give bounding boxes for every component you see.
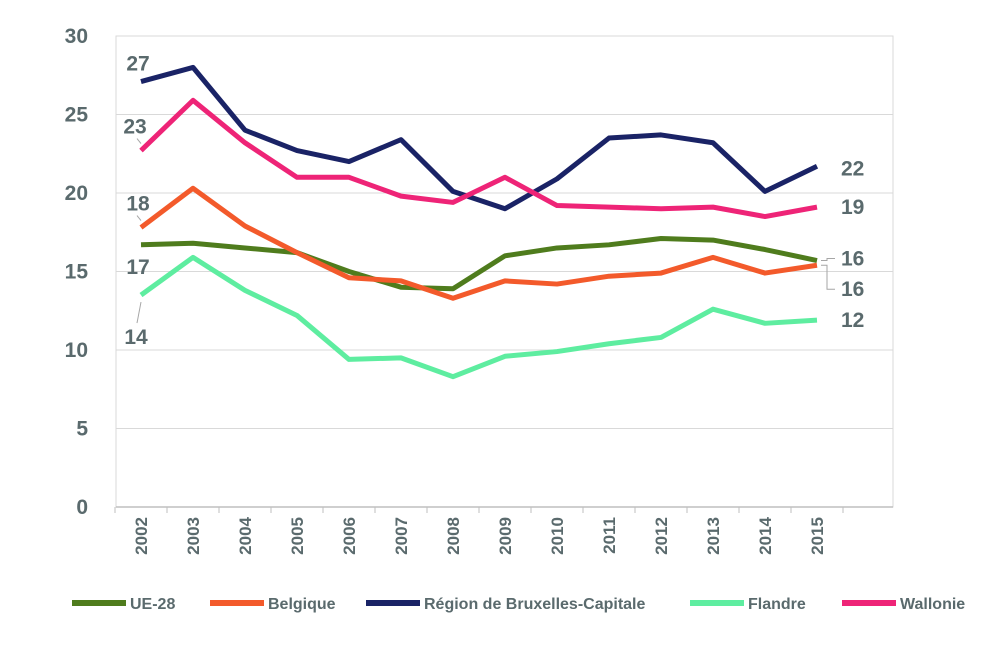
legend-label: Wallonie — [900, 596, 965, 613]
series-line — [140, 64, 819, 212]
x-tick-label: 2014 — [756, 516, 775, 554]
series-start-label: 17 — [126, 256, 149, 279]
series-start-label: 18 — [126, 193, 150, 216]
y-tick-label: 20 — [65, 182, 88, 205]
series-line — [140, 236, 818, 292]
x-tick-label: 2005 — [288, 517, 307, 555]
label-leader — [821, 258, 835, 262]
label-leader — [821, 264, 835, 290]
series-end-label: 22 — [841, 157, 864, 180]
legend-label: UE-28 — [130, 596, 175, 613]
label-leader — [136, 215, 142, 221]
legend-label: Flandre — [748, 596, 806, 613]
y-tick-label: 15 — [65, 261, 89, 284]
y-tick-label: 5 — [76, 418, 88, 441]
data-labels: 17 16 18 16 27 22 14 12 23 19 — [123, 53, 864, 350]
x-tick-label: 2011 — [600, 517, 619, 554]
y-tick-label: 0 — [76, 496, 88, 519]
x-tick-label: 2013 — [704, 517, 723, 555]
x-tick-label: 2012 — [652, 517, 671, 555]
series-line — [139, 97, 818, 220]
series-lines — [139, 64, 819, 380]
series-start-label: 27 — [126, 53, 149, 76]
x-tick-label: 2004 — [236, 516, 255, 554]
legend: UE-28 Belgique Région de Bruxelles-Capital… — [72, 596, 965, 613]
x-tick-label: 2006 — [340, 517, 359, 555]
axes: 0 5 10 15 20 25 30 2002 2003 2004 2005 2006 2007 2008… — [65, 25, 893, 555]
series-start-label: 23 — [123, 116, 146, 139]
label-leader — [136, 138, 142, 144]
legend-label: Belgique — [268, 596, 336, 613]
y-tick-label: 10 — [65, 339, 88, 362]
series-line — [139, 185, 818, 301]
y-tick-label: 30 — [65, 25, 88, 48]
x-tick-label: 2015 — [808, 517, 827, 555]
x-tick-label: 2008 — [444, 517, 463, 555]
x-tick-label: 2007 — [392, 517, 411, 555]
series-end-label: 16 — [841, 248, 864, 271]
series-end-label: 12 — [841, 309, 864, 332]
series-line — [139, 254, 818, 380]
x-tick-label: 2010 — [548, 517, 567, 555]
legend-label: Région de Bruxelles-Capitale — [424, 596, 645, 613]
series-start-label: 14 — [124, 326, 148, 349]
label-leader — [136, 301, 142, 324]
series-end-label: 19 — [841, 196, 864, 219]
x-tick-label: 2002 — [132, 517, 151, 555]
x-tick-label: 2003 — [184, 517, 203, 555]
y-tick-label: 25 — [65, 104, 89, 127]
x-tick-label: 2009 — [496, 517, 515, 555]
series-end-label: 16 — [841, 278, 864, 301]
